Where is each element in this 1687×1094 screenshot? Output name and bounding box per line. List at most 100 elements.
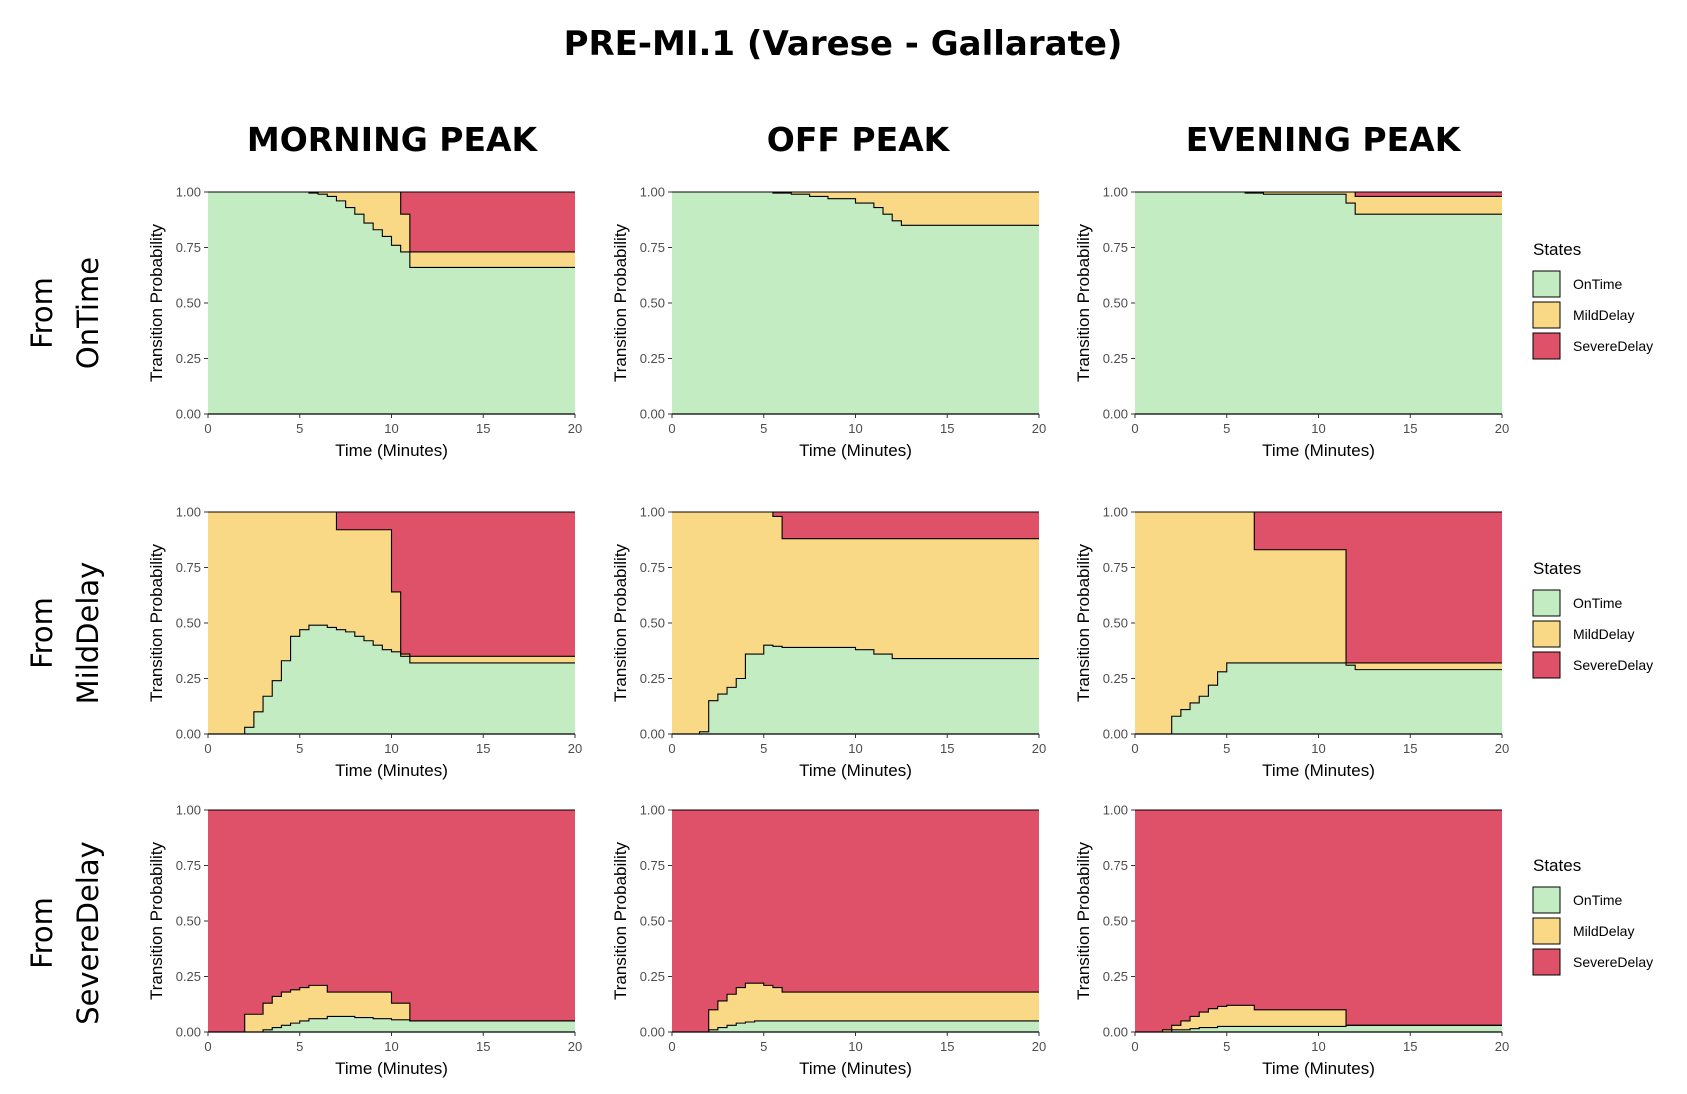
x-axis-label: Time (Minutes) <box>799 761 912 780</box>
y-tick-label: 0.75 <box>176 858 201 873</box>
area-ontime <box>1135 662 1502 734</box>
y-tick-label: 0.50 <box>1103 914 1128 929</box>
x-tick-label: 10 <box>1311 1039 1325 1054</box>
boundary-line-2 <box>208 624 575 735</box>
y-tick-label: 0.75 <box>640 560 665 575</box>
y-tick-label: 0.50 <box>1103 616 1128 631</box>
panels: 0.00 0.25 0.50 0.75 1.00 0 5 10 15 20 Time (Minute… <box>147 185 1509 1079</box>
boundary-line-1 <box>208 984 575 1033</box>
y-tick-label: 1.00 <box>1103 185 1128 200</box>
x-tick-label: 10 <box>1311 421 1325 436</box>
x-tick-label: 15 <box>1403 421 1417 436</box>
legend-title: States <box>1533 559 1581 578</box>
y-tick-label: 0.75 <box>1103 240 1128 255</box>
area-ontime <box>208 1016 575 1032</box>
x-tick-label: 10 <box>1311 741 1325 756</box>
legends: States OnTime MildDelay SevereDelay States On… <box>1532 240 1653 976</box>
x-tick-label: 0 <box>204 741 211 756</box>
x-tick-label: 5 <box>1223 1039 1230 1054</box>
x-tick-label: 10 <box>384 421 398 436</box>
x-tick-label: 0 <box>1131 1039 1138 1054</box>
y-tick-label: 0.50 <box>640 296 665 311</box>
x-tick-label: 20 <box>1495 741 1509 756</box>
x-tick-label: 5 <box>296 1039 303 1054</box>
area-severedelay <box>1135 810 1502 1032</box>
x-tick-label: 0 <box>204 1039 211 1054</box>
x-tick-label: 5 <box>1223 741 1230 756</box>
area-milddelay <box>208 985 575 1032</box>
y-tick-label: 1.00 <box>1103 803 1128 818</box>
x-axis-label: Time (Minutes) <box>799 441 912 460</box>
area-milddelay <box>208 512 575 734</box>
y-tick-label: 0.25 <box>1103 351 1128 366</box>
x-tick-label: 5 <box>760 421 767 436</box>
column-titles: MORNING PEAK OFF PEAK EVENING PEAK <box>247 120 1462 159</box>
x-tick-label: 15 <box>476 1039 490 1054</box>
panel-from-ontime-evening-peak: 0.00 0.25 0.50 0.75 1.00 0 5 10 15 20 Time (Minute… <box>1074 185 1509 461</box>
legend-key-ontime <box>1532 270 1561 298</box>
boundary-line-2 <box>1135 1024 1502 1033</box>
x-tick-label: 20 <box>568 741 582 756</box>
area-milddelay <box>1135 1005 1502 1032</box>
x-tick-label: 10 <box>384 1039 398 1054</box>
area-severedelay <box>208 192 575 252</box>
boundary-line-1 <box>672 511 1039 540</box>
area-ontime <box>672 192 1039 414</box>
panel-from-ontime-off-peak: 0.00 0.25 0.50 0.75 1.00 0 5 10 15 20 Time (Minute… <box>611 185 1046 461</box>
y-axis-label: Transition Probability <box>1074 841 1093 1000</box>
y-axis-label: Transition Probability <box>147 223 166 382</box>
y-tick-label: 0.75 <box>640 240 665 255</box>
row-labels: From OnTime From MildDelay From SevereDelay <box>25 257 105 1025</box>
panel-from-ontime-morning-peak: 0.00 0.25 0.50 0.75 1.00 0 5 10 15 20 Time (Minute… <box>147 185 582 461</box>
y-tick-label: 0.75 <box>1103 560 1128 575</box>
legend-label-ontime: OnTime <box>1573 595 1622 611</box>
legend-key-ontime <box>1532 589 1561 617</box>
row-label-line2: OnTime <box>71 257 105 369</box>
y-tick-label: 0.00 <box>1103 1025 1128 1040</box>
x-axis-label: Time (Minutes) <box>1262 761 1375 780</box>
column-title-off-peak: OFF PEAK <box>767 120 951 159</box>
area-severedelay <box>672 512 1039 539</box>
area-severedelay <box>1135 192 1502 197</box>
legend-label-severedelay: SevereDelay <box>1573 657 1653 673</box>
panel-from-milddelay-off-peak: 0.00 0.25 0.50 0.75 1.00 0 5 10 15 20 Time (Minute… <box>611 505 1046 781</box>
area-ontime <box>672 1020 1039 1032</box>
x-tick-label: 20 <box>1032 1039 1046 1054</box>
legend-key-severedelay <box>1532 948 1561 976</box>
row-label-milddelay: From MildDelay <box>25 562 105 705</box>
y-tick-label: 1.00 <box>176 505 201 520</box>
legend-row-2: States OnTime MildDelay SevereDelay <box>1532 559 1653 679</box>
area-ontime <box>208 192 575 414</box>
x-tick-label: 15 <box>940 1039 954 1054</box>
legend-label-milddelay: MildDelay <box>1573 923 1634 939</box>
legend-row-1: States OnTime MildDelay SevereDelay <box>1532 240 1653 360</box>
x-axis-label: Time (Minutes) <box>1262 441 1375 460</box>
y-tick-label: 0.75 <box>176 560 201 575</box>
y-axis-label: Transition Probability <box>611 841 630 1000</box>
area-severedelay <box>1135 512 1502 663</box>
boundary-line-1 <box>672 982 1039 1033</box>
x-tick-label: 10 <box>384 741 398 756</box>
y-tick-label: 0.25 <box>176 671 201 686</box>
x-tick-label: 0 <box>668 421 675 436</box>
x-tick-label: 15 <box>1403 1039 1417 1054</box>
y-tick-label: 0.75 <box>640 858 665 873</box>
boundary-line-1 <box>208 511 575 657</box>
x-tick-label: 15 <box>940 421 954 436</box>
area-milddelay <box>672 192 1039 226</box>
x-tick-label: 5 <box>760 741 767 756</box>
legend-label-milddelay: MildDelay <box>1573 626 1634 642</box>
area-ontime <box>1135 1025 1502 1032</box>
y-tick-label: 0.00 <box>1103 407 1128 422</box>
y-tick-label: 0.25 <box>640 969 665 984</box>
legend-title: States <box>1533 856 1581 875</box>
x-tick-label: 0 <box>204 421 211 436</box>
legend-label-severedelay: SevereDelay <box>1573 954 1653 970</box>
y-tick-label: 0.25 <box>176 969 201 984</box>
boundary-line-2 <box>208 1015 575 1033</box>
boundary-line-2 <box>672 1020 1039 1033</box>
y-axis-label: Transition Probability <box>611 543 630 702</box>
legend-label-severedelay: SevereDelay <box>1573 338 1653 354</box>
x-tick-label: 10 <box>848 741 862 756</box>
x-tick-label: 10 <box>848 1039 862 1054</box>
